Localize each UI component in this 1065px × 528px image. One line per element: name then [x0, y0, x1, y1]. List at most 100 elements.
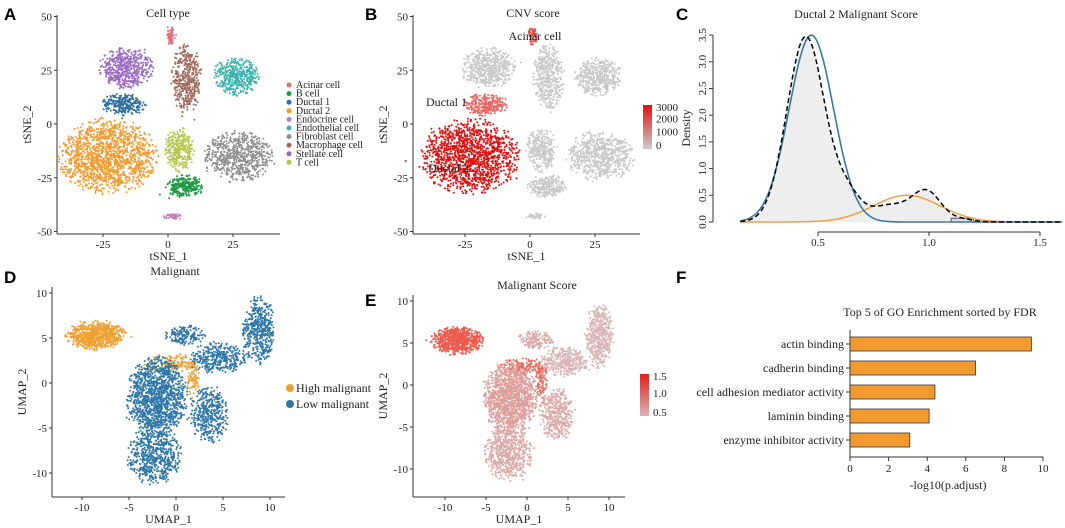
data-point — [221, 85, 224, 88]
data-point — [223, 156, 226, 159]
data-point — [138, 106, 141, 109]
data-point — [115, 136, 118, 139]
data-point — [74, 160, 76, 163]
data-point — [146, 63, 149, 66]
data-point — [62, 168, 65, 171]
data-point — [475, 109, 478, 112]
data-point — [259, 169, 262, 172]
data-point — [251, 147, 254, 150]
data-point — [490, 102, 493, 105]
data-point — [151, 158, 154, 161]
y-tick-label: -50 — [393, 227, 408, 239]
data-point — [125, 163, 128, 166]
data-point — [102, 147, 104, 150]
data-point — [178, 217, 181, 220]
data-point — [118, 71, 121, 74]
data-point — [109, 109, 112, 112]
data-point — [81, 156, 84, 159]
data-point — [83, 152, 86, 155]
data-point — [263, 161, 266, 164]
data-point — [183, 43, 186, 46]
data-point — [82, 145, 85, 148]
data-point — [169, 136, 172, 139]
data-point — [227, 61, 229, 64]
data-point — [107, 152, 109, 155]
data-point — [232, 178, 235, 181]
data-point — [470, 109, 473, 111]
data-point — [217, 167, 220, 170]
data-point — [239, 77, 242, 80]
data-point — [256, 73, 259, 76]
data-point — [122, 96, 125, 99]
data-point — [185, 137, 188, 140]
data-point — [131, 125, 134, 128]
data-point — [183, 82, 186, 85]
data-point — [167, 149, 170, 152]
data-point — [118, 87, 121, 90]
data-point — [86, 158, 89, 161]
data-point — [172, 75, 175, 78]
data-point — [114, 163, 117, 166]
data-point — [95, 136, 98, 138]
data-point — [89, 167, 92, 170]
data-point — [490, 94, 493, 97]
data-point — [242, 133, 245, 136]
data-point — [146, 70, 149, 73]
data-point — [191, 181, 193, 184]
data-point — [241, 73, 244, 76]
data-point — [106, 143, 109, 146]
data-point — [90, 160, 93, 163]
data-point — [170, 69, 173, 72]
data-point — [187, 83, 190, 86]
data-point — [88, 161, 90, 164]
data-point — [250, 140, 253, 143]
data-point — [237, 164, 240, 167]
data-point — [243, 88, 246, 91]
data-point — [137, 143, 140, 146]
data-point — [64, 144, 67, 147]
data-point — [119, 61, 122, 64]
data-point — [140, 61, 143, 64]
data-point — [244, 84, 247, 87]
data-point — [127, 176, 130, 179]
data-point — [102, 160, 104, 163]
data-point — [167, 216, 170, 219]
data-point — [176, 94, 179, 97]
data-point — [119, 129, 122, 132]
data-point — [178, 161, 181, 164]
data-point — [81, 129, 84, 132]
data-point — [192, 153, 195, 156]
data-point — [98, 147, 101, 150]
data-point — [195, 180, 198, 183]
data-point — [181, 127, 184, 129]
data-point — [73, 164, 76, 167]
data-point — [243, 137, 246, 140]
data-point — [84, 132, 87, 135]
data-point — [127, 60, 130, 63]
data-point — [175, 104, 178, 107]
data-point — [129, 101, 132, 104]
data-point — [143, 148, 146, 151]
data-point — [138, 157, 141, 160]
data-point — [122, 104, 125, 107]
data-point — [233, 81, 235, 84]
data-point — [176, 89, 179, 92]
data-point — [167, 134, 170, 136]
data-point — [114, 156, 117, 159]
data-point — [241, 139, 244, 142]
data-point — [93, 157, 96, 159]
data-point — [139, 151, 142, 154]
data-point — [173, 189, 176, 191]
data-point — [236, 147, 239, 150]
data-point — [96, 173, 99, 176]
data-point — [135, 169, 138, 172]
data-point — [109, 95, 112, 97]
data-point — [179, 183, 182, 186]
data-point — [130, 86, 132, 89]
data-point — [231, 141, 234, 144]
data-point — [181, 115, 184, 118]
data-point — [262, 173, 264, 176]
data-point — [112, 100, 115, 103]
data-point — [91, 151, 94, 154]
data-point — [66, 146, 69, 149]
